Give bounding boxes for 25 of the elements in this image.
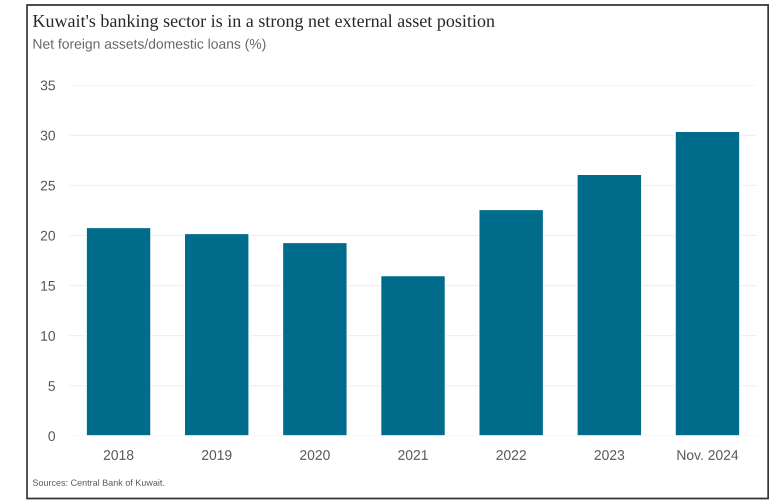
chart-title: Kuwait's banking sector is in a strong net external asset position: [32, 14, 495, 31]
x-tick-label: 2022: [496, 450, 526, 460]
x-tick-label: 2019: [202, 450, 232, 460]
bar: [380, 274, 446, 436]
x-tick-label: 2018: [104, 450, 134, 460]
y-tick-label: 15: [41, 281, 56, 291]
y-tick-label: 20: [40, 230, 56, 241]
bar: [184, 232, 250, 436]
bar: [478, 208, 544, 436]
x-tick-label: 2021: [398, 450, 428, 460]
bar: [674, 130, 741, 436]
chart-subtitle: Net foreign assets/domestic loans (%): [34, 38, 266, 52]
x-tick-label: 2020: [300, 450, 330, 460]
x-tick-label: Nov. 2024: [677, 450, 738, 460]
x-tick-label: 2023: [594, 450, 624, 460]
y-tick-label: 35: [40, 80, 56, 90]
y-tick-label: 25: [40, 180, 56, 191]
bar: [282, 242, 348, 436]
y-tick-label: 30: [40, 130, 56, 140]
y-tick-label: 10: [41, 331, 56, 341]
bar: [576, 174, 642, 436]
y-tick-label: 5: [48, 381, 56, 391]
source-note: Sources: Central Bank of Kuwait.: [32, 479, 164, 486]
y-tick-label: 0: [48, 431, 56, 442]
bar: [85, 226, 152, 436]
